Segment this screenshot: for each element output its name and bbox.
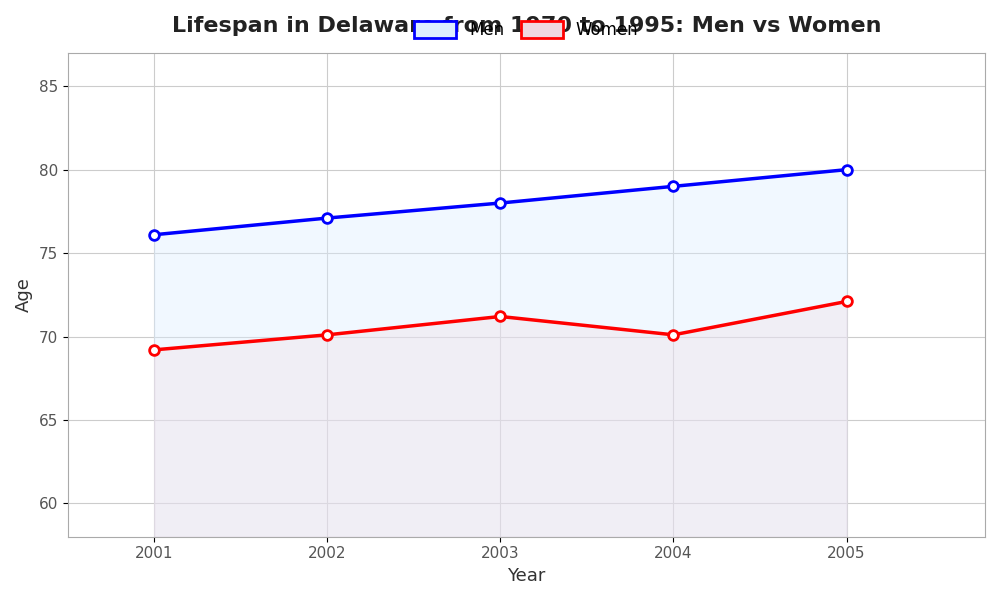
X-axis label: Year: Year <box>507 567 546 585</box>
Title: Lifespan in Delaware from 1970 to 1995: Men vs Women: Lifespan in Delaware from 1970 to 1995: … <box>172 16 881 36</box>
Y-axis label: Age: Age <box>15 277 33 312</box>
Legend: Men, Women: Men, Women <box>406 13 647 47</box>
